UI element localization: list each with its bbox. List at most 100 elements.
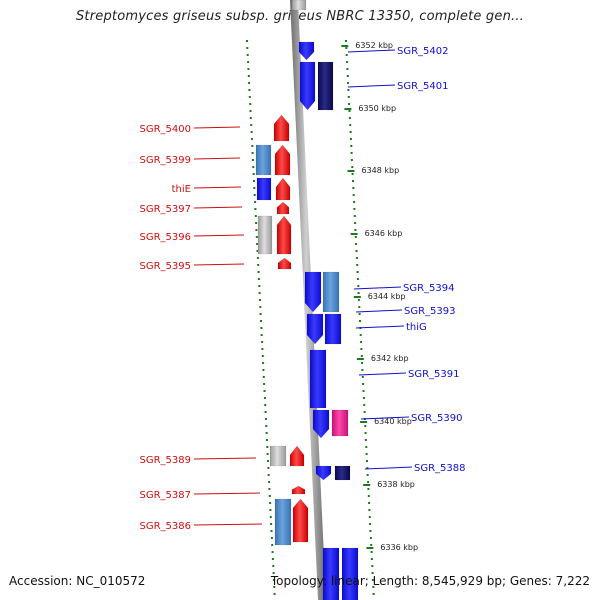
gene-thie[interactable] <box>275 177 291 201</box>
gene-label[interactable]: SGR_5394 <box>403 283 455 294</box>
tick-dot <box>269 516 272 518</box>
gene-sgr-5401[interactable] <box>299 61 316 111</box>
tick-dot <box>247 68 250 70</box>
gene-sgr-5390-partner[interactable] <box>331 409 349 437</box>
gene-sgr-5401-partner[interactable] <box>317 61 334 111</box>
gene-label[interactable]: SGR_5397 <box>140 204 192 215</box>
gene-label[interactable]: thiE <box>172 184 191 195</box>
gene-label[interactable]: SGR_5400 <box>140 124 192 135</box>
gene-sgr-5388[interactable] <box>315 465 332 481</box>
tick-dot <box>371 565 374 567</box>
leader-line <box>355 325 405 329</box>
tick-dot <box>368 502 371 504</box>
tick-dot <box>347 96 350 98</box>
gene-label[interactable]: SGR_5386 <box>140 521 192 532</box>
tick-dot <box>367 481 370 483</box>
gene-label[interactable]: SGR_5388 <box>414 463 466 474</box>
gene-sgr-5394-partner[interactable] <box>322 271 340 313</box>
tick-dot <box>255 222 258 224</box>
gene-sgr-5397[interactable] <box>276 201 290 215</box>
gene-top-cap[interactable] <box>291 0 307 11</box>
tick-dot <box>369 530 372 532</box>
gene-label[interactable]: SGR_5387 <box>140 490 192 501</box>
tick-dot <box>248 96 251 98</box>
tick-dot <box>262 376 265 378</box>
tick-dot <box>252 166 255 168</box>
tick-dot <box>251 145 254 147</box>
gene-sgr-5389[interactable] <box>289 445 305 467</box>
tick-dot <box>366 474 369 476</box>
gene-label[interactable]: SGR_5402 <box>397 46 449 57</box>
gene-sgr-5390[interactable] <box>312 409 330 439</box>
tick-dot <box>255 229 258 231</box>
gene-sgr-5400[interactable] <box>273 114 290 142</box>
tick-dot <box>346 75 349 77</box>
gene-sgr-5393[interactable] <box>306 313 324 345</box>
leader-line <box>355 309 403 313</box>
tick-dot <box>353 208 356 210</box>
leader-line <box>364 466 413 470</box>
tick-dot <box>362 390 365 392</box>
gene-sgr-5399-partner[interactable] <box>255 144 272 176</box>
gene-sgr-5396[interactable] <box>276 215 292 255</box>
gene-thig[interactable] <box>324 313 342 345</box>
tick-dot <box>356 271 359 273</box>
gene-label[interactable]: SGR_5391 <box>408 369 460 380</box>
gene-sgr-5394[interactable] <box>304 271 322 313</box>
tick-dot <box>355 243 358 245</box>
gene-label[interactable]: SGR_5393 <box>404 306 456 317</box>
gene-sgr-5386[interactable] <box>292 498 309 543</box>
gene-label[interactable]: SGR_5401 <box>397 81 449 92</box>
tick-dot <box>270 537 273 539</box>
gene-label[interactable]: SGR_5395 <box>140 261 192 272</box>
major-tick <box>341 45 349 47</box>
gene-bottom-1[interactable] <box>322 547 340 600</box>
tick-dot <box>350 152 353 154</box>
gene-label[interactable]: SGR_5399 <box>140 155 192 166</box>
tick-dot <box>267 460 269 462</box>
gene-sgr-5395[interactable] <box>277 257 292 270</box>
tick-dot <box>264 404 267 406</box>
scale-label: 6340 kbp <box>374 417 412 426</box>
tick-dot <box>355 250 358 252</box>
tick-dot <box>255 236 258 238</box>
gene-sgr-5386-partner[interactable] <box>274 498 292 546</box>
gene-bottom-2[interactable] <box>341 547 359 600</box>
tick-dot <box>369 537 372 539</box>
tick-dot <box>349 131 352 133</box>
tick-dot <box>345 47 348 49</box>
gene-label[interactable]: SGR_5396 <box>140 232 192 243</box>
gene-sgr-5396-partner[interactable] <box>257 215 273 255</box>
tick-dot <box>246 47 249 49</box>
gene-sgr-5399[interactable] <box>274 144 291 176</box>
tick-dot <box>273 586 276 588</box>
leader-line <box>193 206 243 209</box>
tick-dot <box>271 558 274 560</box>
tick-dot <box>257 278 260 280</box>
tick-dot <box>261 341 264 343</box>
major-tick <box>347 170 355 172</box>
tick-dot <box>362 383 365 385</box>
tick-dot <box>364 439 367 441</box>
gene-sgr-5389-partner[interactable] <box>269 445 287 467</box>
tick-dot <box>268 488 271 490</box>
tick-dot <box>345 40 347 42</box>
gene-sgr-5388-partner[interactable] <box>334 465 351 481</box>
gene-label[interactable]: SGR_5390 <box>411 413 463 424</box>
gene-thie-partner[interactable] <box>256 177 272 201</box>
major-tick <box>344 108 352 110</box>
tick-dot <box>259 313 262 315</box>
gene-label[interactable]: SGR_5389 <box>140 455 192 466</box>
tick-dot <box>254 201 257 203</box>
scale-label: 6336 kbp <box>380 543 418 552</box>
tick-dot <box>257 271 260 273</box>
tick-dot <box>367 488 370 490</box>
tick-dot <box>357 299 360 301</box>
gene-sgr-5391[interactable] <box>309 349 327 409</box>
gene-sgr-5402[interactable] <box>298 41 315 61</box>
tick-dot <box>261 348 264 350</box>
tick-dot <box>357 285 360 287</box>
gene-sgr-5387[interactable] <box>291 485 306 495</box>
gene-label[interactable]: thiG <box>406 322 427 333</box>
